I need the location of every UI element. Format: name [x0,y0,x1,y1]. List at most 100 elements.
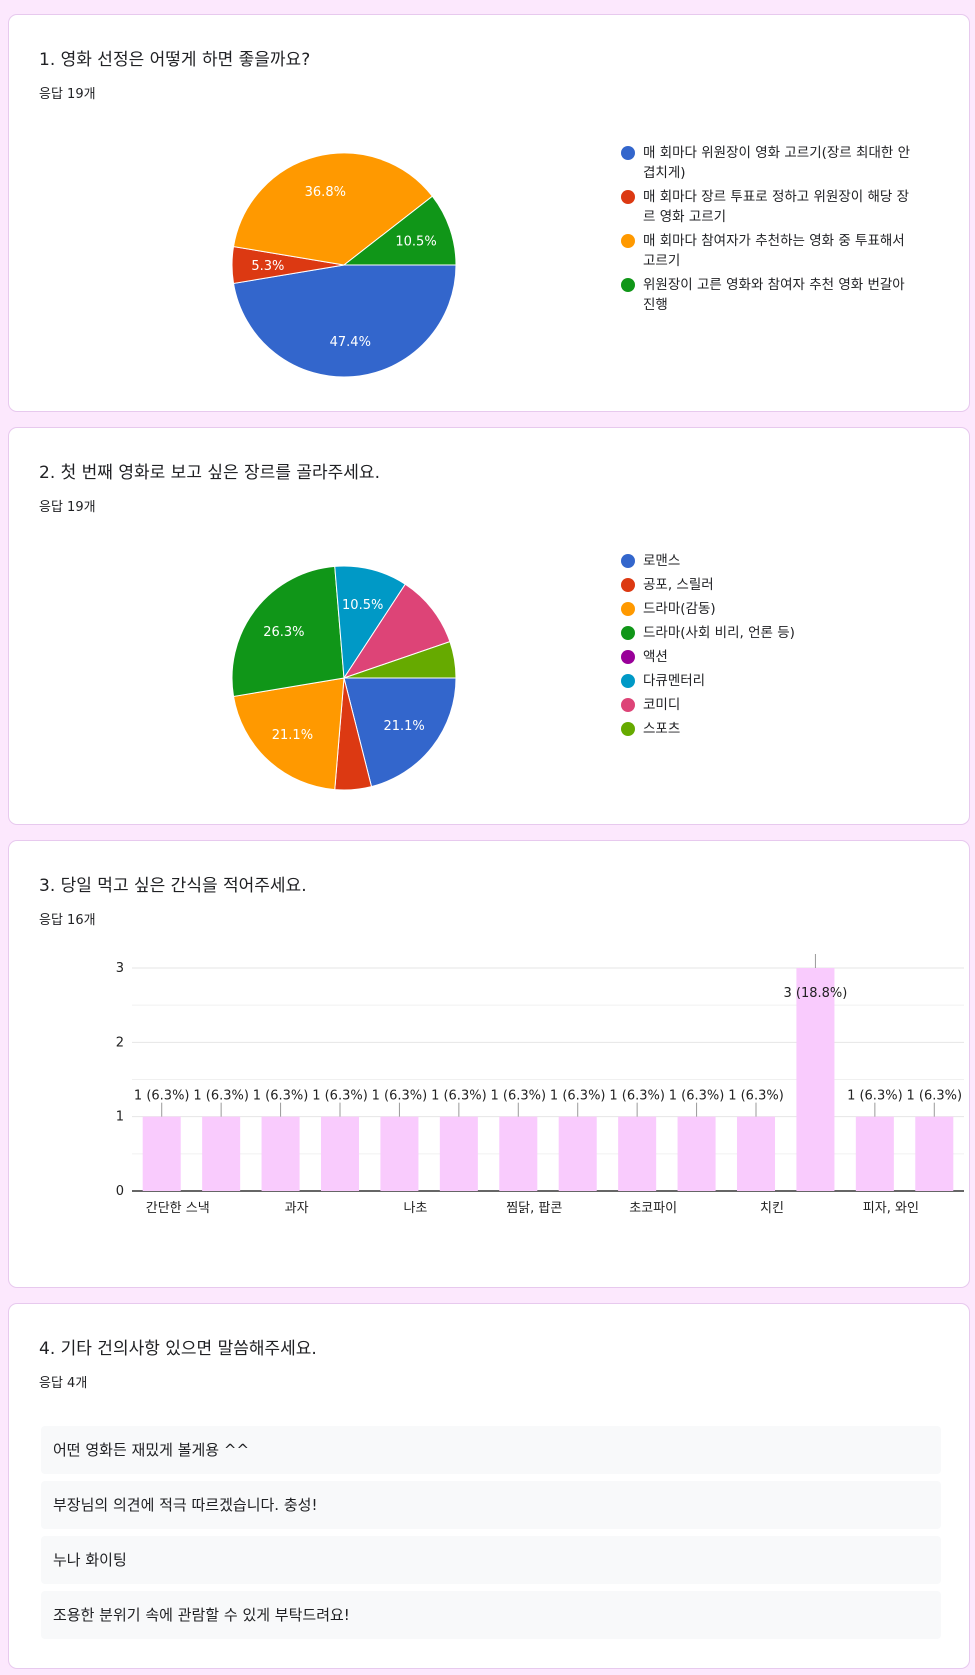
data-label: 1 (6.3%) [609,1089,665,1104]
bar [915,1116,954,1191]
legend-item: 매 회마다 장르 투표로 정하고 위원장이 해당 장르 영화 고르기 [621,187,921,227]
legend-label: 매 회마다 장르 투표로 정하고 위원장이 해당 장르 영화 고르기 [643,189,910,225]
bar [499,1116,538,1191]
legend-swatch [621,650,635,664]
slice-label: 10.5% [342,598,383,613]
legend-item: 로맨스 [621,551,921,571]
legend-swatch [621,698,635,712]
legend-item: 다큐멘터리 [621,671,921,691]
legend-label: 스포츠 [643,721,681,737]
legend-swatch [621,554,635,568]
pie-slice [232,677,345,791]
legend-swatch [621,722,635,736]
legend-item: 위원장이 고른 영화와 참여자 추천 영화 번갈아 진행 [621,275,921,315]
slice-label: 21.1% [272,728,313,743]
bar [618,1116,657,1191]
bar [677,1116,716,1191]
data-label: 1 (6.3%) [372,1089,428,1104]
chart-legend-1: 매 회마다 위원장이 영화 고르기(장르 최대한 안 겹치게) 매 회마다 장르 … [621,143,921,319]
text-response: 조용한 분위기 속에 관람할 수 있게 부탁드려요! [41,1591,941,1639]
response-count: 응답 19개 [39,87,96,102]
x-tick-label: 간단한 스낵 [146,1201,210,1216]
bar [380,1116,419,1191]
pie-slice [342,583,451,679]
text-response: 부장님의 의견에 적극 따르겠습니다. 충성! [41,1481,941,1529]
data-label: 1 (6.3%) [550,1089,606,1104]
data-label: 1 (6.3%) [312,1089,368,1104]
slice-label: 5.3% [251,259,284,274]
bar [736,1116,776,1191]
question-card-1: 1. 영화 선정은 어떻게 하면 좋을까요? 응답 19개 47.4% 5.3% 3… [8,14,970,412]
question-title: 1. 영화 선정은 어떻게 하면 좋을까요? [39,50,311,70]
pie-slice [342,195,457,266]
pie-chart-1: 47.4% 5.3% 36.8% 10.5% [231,152,457,378]
data-label: 1 (6.3%) [134,1089,190,1104]
x-tick-label: 초코파이 [629,1201,677,1216]
question-card-4: 4. 기타 건의사항 있으면 말씀해주세요. 응답 4개 어떤 영화든 재밌게 … [8,1303,970,1669]
legend-swatch [621,578,635,592]
data-label: 1 (6.3%) [490,1089,546,1104]
legend-item: 매 회마다 위원장이 영화 고르기(장르 최대한 안 겹치게) [621,143,921,183]
x-tick-label: 치킨 [760,1201,784,1216]
x-tick-label: 나초 [403,1201,427,1216]
slice-label: 36.8% [305,185,346,200]
y-tick-label: 1 [116,1110,124,1125]
response-count: 응답 19개 [39,500,96,515]
legend-label: 드라마(사회 비리, 언론 등) [643,625,795,641]
pie-slice [334,565,406,680]
slice-label: 21.1% [383,719,424,734]
pie-chart-2: 21.1% 21.1% 26.3% 10.5% [231,565,457,791]
legend-label: 드라마(감동) [643,601,716,617]
y-tick-label: 3 [116,961,124,976]
legend-swatch [621,146,635,160]
legend-swatch [621,602,635,616]
slice-label: 26.3% [263,625,304,640]
x-tick-label: 피자, 와인 [863,1201,919,1216]
legend-item: 액션 [621,647,921,667]
data-label: 1 (6.3%) [431,1089,487,1104]
legend-item: 매 회마다 참여자가 추천하는 영화 중 투표해서 고르기 [621,231,921,271]
question-card-3: 3. 당일 먹고 싶은 간식을 적어주세요. 응답 16개 0 1 2 3 1 (6.3… [8,840,970,1288]
legend-label: 위원장이 고른 영화와 참여자 추천 영화 번갈아 진행 [643,277,905,313]
data-label: 1 (6.3%) [728,1089,784,1104]
legend-swatch [621,674,635,688]
pie-slice [232,264,457,378]
data-label: 1 (6.3%) [253,1089,309,1104]
data-label: 1 (6.3%) [847,1089,903,1104]
legend-swatch [621,626,635,640]
pie-slice [231,565,345,698]
y-tick-label: 2 [116,1035,124,1050]
response-count: 응답 16개 [39,913,96,928]
y-tick-label: 0 [116,1184,124,1199]
bar [320,1116,360,1191]
response-count: 응답 4개 [39,1376,88,1391]
legend-label: 액션 [643,649,668,665]
legend-label: 공포, 스릴러 [643,577,714,593]
bar [261,1116,300,1191]
legend-label: 다큐멘터리 [643,673,706,689]
pie-slice [343,677,457,788]
text-response: 어떤 영화든 재밌게 볼게용 ^^ [41,1426,941,1474]
slice-label: 47.4% [330,335,371,350]
legend-item: 공포, 스릴러 [621,575,921,595]
legend-item: 코미디 [621,695,921,715]
legend-label: 코미디 [643,697,681,713]
x-tick-label: 찜닭, 팝콘 [506,1201,562,1216]
legend-swatch [621,278,635,292]
slice-label: 10.5% [395,234,436,249]
bar [855,1116,894,1191]
question-card-2: 2. 첫 번째 영화로 보고 싶은 장르를 골라주세요. 응답 19개 21.1… [8,427,970,825]
data-label: 1 (6.3%) [669,1089,725,1104]
pie-slice [343,640,457,679]
data-label: 1 (6.3%) [906,1089,962,1104]
bar [796,968,835,1191]
legend-label: 매 회마다 참여자가 추천하는 영화 중 투표해서 고르기 [643,233,905,269]
legend-label: 로맨스 [643,553,681,569]
data-label: 3 (18.8%) [783,986,847,1001]
legend-item: 스포츠 [621,719,921,739]
legend-swatch [621,190,635,204]
data-label: 1 (6.3%) [193,1089,249,1104]
text-response: 누나 화이팅 [41,1536,941,1584]
question-title: 3. 당일 먹고 싶은 간식을 적어주세요. [39,876,307,896]
